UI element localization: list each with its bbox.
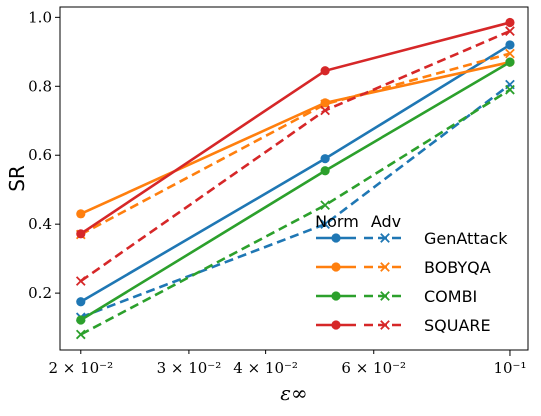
data-point [505, 57, 515, 67]
data-point [505, 40, 515, 50]
data-point [320, 219, 330, 230]
y-tick-label: 1.0 [28, 8, 52, 26]
series-square-norm [76, 17, 515, 239]
data-point [505, 84, 515, 95]
legend-entry: SQUARE [316, 316, 491, 335]
axes-layer: 0.2 0.4 0.6 0.8 1.0 2 × 10⁻² 3 × 10⁻² 4 × 10⁻² 6… [28, 6, 529, 377]
legend-marker-adv [380, 291, 390, 301]
legend: Norm Adv GenAttack BOBYQA COMBI SQUARE [315, 212, 508, 335]
legend-label: BOBYQA [424, 258, 491, 277]
y-tick-label: 0.6 [28, 146, 52, 164]
data-point [76, 229, 86, 239]
legend-entry: GenAttack [316, 229, 508, 248]
x-tick-label: 4 × 10⁻² [233, 359, 298, 377]
series-line [80, 83, 511, 319]
data-point [320, 105, 330, 116]
x-tick-label: 2 × 10⁻² [48, 359, 113, 377]
y-tick-label: 0.2 [28, 284, 52, 302]
data-point [75, 329, 86, 340]
legend-header-adv: Adv [371, 212, 401, 231]
legend-header-norm: Norm [315, 212, 359, 231]
plot-frame [59, 6, 529, 351]
data-point [75, 276, 86, 286]
data-point [505, 26, 515, 36]
data-point [320, 66, 330, 76]
legend-label: SQUARE [424, 316, 491, 335]
legend-entry: BOBYQA [316, 258, 491, 277]
y-axis-label: SR [5, 165, 29, 192]
series-bobyqa-adv [75, 48, 515, 240]
data-point [76, 315, 86, 325]
x-tick-label: 6 × 10⁻² [341, 359, 406, 377]
legend-entry: COMBI [316, 287, 477, 306]
legend-marker-norm [331, 291, 341, 301]
data-point [76, 297, 86, 307]
series-line [80, 52, 511, 236]
legend-marker-adv [380, 233, 390, 243]
series-combi-adv [75, 84, 515, 340]
series-line [80, 21, 511, 235]
series-combi-norm [76, 57, 515, 325]
legend-marker-norm [331, 320, 341, 330]
y-tick-label: 0.4 [28, 215, 52, 233]
x-tick-label: 10⁻¹ [493, 359, 526, 377]
y-tick-label: 0.8 [28, 77, 52, 95]
series-genattack-norm [76, 40, 515, 307]
legend-label: COMBI [424, 287, 477, 306]
data-point [320, 200, 330, 211]
series-square-adv [75, 26, 515, 286]
legend-label: GenAttack [424, 229, 508, 248]
x-tick-label: 3 × 10⁻² [157, 359, 222, 377]
legend-marker-norm [331, 233, 341, 243]
data-point [76, 209, 86, 219]
data-point [505, 17, 515, 28]
x-axis-label: ε∞ [280, 381, 307, 405]
data-point [320, 166, 330, 176]
legend-marker-norm [331, 262, 341, 272]
series-layer [75, 17, 515, 340]
legend-marker-adv [380, 320, 390, 330]
data-point [320, 154, 330, 164]
series-line [80, 88, 511, 336]
legend-marker-adv [380, 262, 390, 272]
data-point [505, 48, 515, 59]
